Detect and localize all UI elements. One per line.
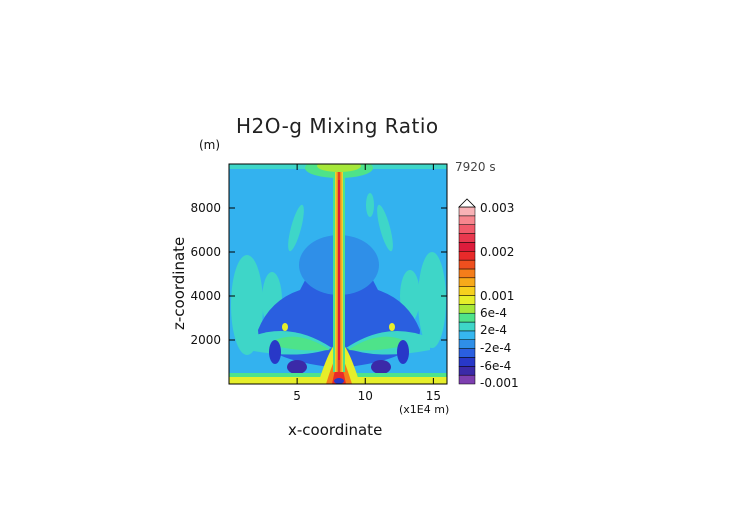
- field-arm-left-inner: [275, 336, 330, 351]
- field-streak-left: [288, 204, 304, 252]
- y-tick-label-3: 8000: [190, 201, 221, 215]
- chart-title: H2O-g Mixing Ratio: [236, 114, 439, 138]
- x-axis-unit: (x1E4 m): [399, 403, 450, 416]
- field-arm-right-inner: [348, 336, 403, 351]
- colorbar-swatch-19: [458, 206, 476, 217]
- field-spine-core: [338, 180, 340, 360]
- field-core-right: [371, 360, 391, 374]
- colorbar-swatch-10: [458, 286, 476, 296]
- colorbar-label-2: 0.001: [480, 289, 514, 303]
- colorbar-label-0: 0.003: [480, 201, 514, 215]
- y-tick-label-1: 4000: [190, 289, 221, 303]
- y-tick-label-0: 2000: [190, 333, 221, 347]
- field-core-left-2: [269, 340, 281, 364]
- field-spot-left: [282, 323, 288, 331]
- colorbar-label-5: -2e-4: [480, 341, 511, 355]
- field-core-right-2: [397, 340, 409, 364]
- colorbar-label-7: -0.001: [480, 376, 519, 390]
- time-label: 7920 s: [455, 160, 496, 174]
- colorbar-swatch-11: [458, 277, 476, 287]
- y-tick-label-2: 6000: [190, 245, 221, 259]
- colorbar-swatch-6: [458, 321, 476, 332]
- colorbar-label-1: 0.002: [480, 245, 514, 259]
- colorbar: 0.003 0.002 0.001 6e-4 2e-4 -2e-4 -6e-4 -0.001: [458, 198, 519, 390]
- colorbar-swatch-17: [458, 224, 476, 234]
- colorbar-swatch-2: [458, 357, 476, 367]
- x-tick-label-1: 10: [358, 389, 373, 403]
- colorbar-swatch-15: [458, 242, 476, 252]
- colorbar-top-arrow: [458, 198, 476, 208]
- x-tick-label-0: 5: [293, 389, 301, 403]
- field-top-plume-core: [317, 164, 361, 172]
- field-lobe-right: [418, 252, 446, 348]
- field-base-blue-dot: [334, 378, 344, 384]
- plot-frame: [228, 163, 448, 385]
- colorbar-swatch-18: [458, 215, 476, 225]
- colorbar-swatch-14: [458, 251, 476, 261]
- colorbar-label-4: 2e-4: [480, 323, 507, 337]
- colorbar-label-6: -6e-4: [480, 359, 511, 373]
- colorbar-swatch-13: [458, 259, 476, 270]
- axis-ticks: 5 10 15 2000 4000 6000 8000: [190, 164, 447, 403]
- colorbar-swatch-3: [458, 348, 476, 358]
- y-axis-unit: (m): [199, 138, 221, 152]
- colorbar-swatch-0: [458, 374, 476, 385]
- field-spot-right: [389, 323, 395, 331]
- field-lobe-left: [231, 255, 263, 355]
- colorbar-swatch-7: [458, 312, 476, 323]
- colorbar-swatch-5: [458, 330, 476, 340]
- x-axis-label: x-coordinate: [288, 421, 383, 439]
- field-streak-right-2: [366, 193, 374, 217]
- colorbar-label-3: 6e-4: [480, 306, 507, 320]
- field-core-left: [287, 360, 307, 374]
- colorbar-swatch-1: [458, 366, 476, 376]
- colorbar-swatch-8: [458, 304, 476, 314]
- x-tick-label-2: 15: [426, 389, 441, 403]
- colorbar-swatch-12: [458, 268, 476, 279]
- field-plot: [229, 164, 447, 384]
- colorbar-swatch-4: [458, 339, 476, 349]
- colorbar-swatch-16: [458, 233, 476, 243]
- colorbar-swatch-9: [458, 295, 476, 305]
- field-streak-right: [377, 204, 393, 252]
